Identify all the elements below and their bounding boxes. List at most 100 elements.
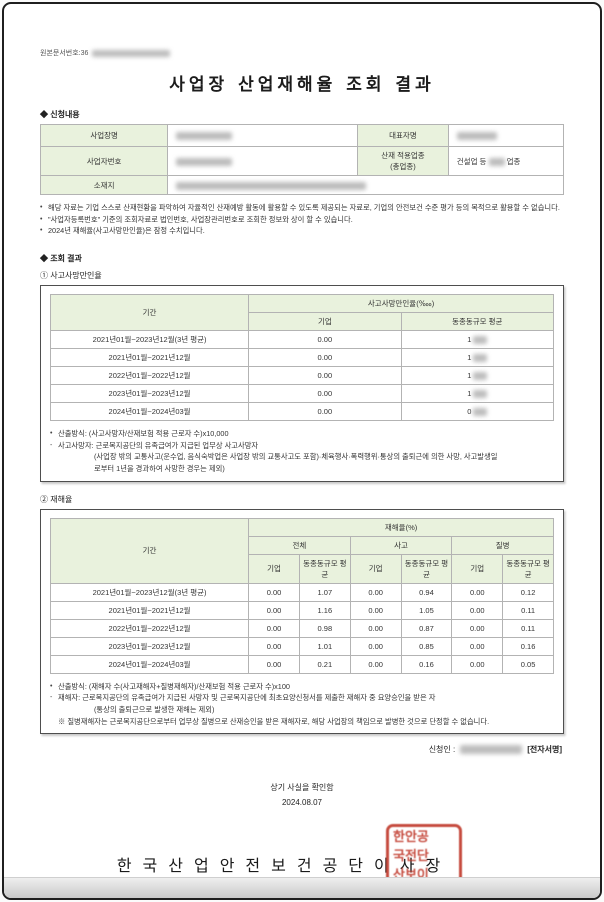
issuer-name: 한국산업안전보건공단이사장	[116, 856, 452, 876]
note-item: 로부터 1년을 경과하여 사망한 경우는 제외)	[94, 464, 225, 474]
col-company: 기업	[349, 553, 402, 584]
cell-value: 0.87	[400, 618, 453, 638]
redacted-applicant-name	[460, 745, 523, 755]
accident-rate-box: 기간 재해율(%) 전체 사고 질병 기업 동종동규모 평균 기업 동종동규모 …	[40, 508, 564, 735]
note-item: 사고사망자: 근로복지공단의 유족급여가 지급된 업무상 사고사망자	[50, 440, 554, 452]
table-row: 2023년01월~2023년12월 0.00 1	[49, 384, 555, 404]
cell-value: 0.00	[451, 654, 504, 674]
cell-value: 0.21	[298, 654, 351, 674]
cell-value: 0.16	[400, 654, 453, 674]
top-notes-list: 해당 자료는 기업 스스로 산재현황을 파악하여 자율적인 산재예방 활동에 활…	[40, 202, 564, 237]
note-item: (통상의 출퇴근으로 발생한 재해는 제외)	[94, 705, 215, 715]
table-row: 2022년01월~2022년12월 0.00 1	[49, 366, 555, 386]
col-company: 기업	[248, 312, 402, 332]
cell-company: 0.00	[248, 366, 402, 386]
table2-notes: 산출방식: (재해자 수(사고재해자+질병재해자)/산재보험 적용 근로자 수)…	[50, 681, 554, 728]
original-doc-number: 원본문서번호:36	[40, 48, 564, 58]
business-name-label: 사업장명	[39, 124, 169, 147]
esign-label: [전자서명]	[527, 745, 562, 755]
col-total: 전체	[248, 535, 351, 555]
section-apply-heading: ◆ 신청내용	[40, 110, 80, 119]
col-avg: 동종동규모 평균	[400, 553, 453, 584]
business-name-value	[167, 124, 359, 147]
cell-avg: 0	[400, 402, 555, 422]
cell-value: 0.00	[451, 600, 504, 620]
table-row: 2024년01월~2024년03월 0.00 0.21 0.00 0.16 0.…	[49, 654, 554, 674]
cell-value: 0.94	[400, 582, 453, 602]
note-item: 2024년 재해율(사고사망만인율)은 잠정 수치입니다.	[40, 225, 564, 237]
fatality-rate-box: 기간 사고사망만인율(‱) 기업 동종동규모 평균 2021년01월~2023년…	[40, 285, 564, 482]
cell-value: 0.00	[248, 618, 300, 638]
page-bottom-edge	[4, 877, 600, 898]
col-period: 기간	[49, 294, 250, 332]
fatality-rate-table: 기간 사고사망만인율(‱) 기업 동종동규모 평균 2021년01월~2023년…	[49, 294, 555, 422]
col-accident: 사고	[349, 535, 453, 555]
doc-number-label: 원본문서번호:36	[40, 50, 89, 57]
table-row: 2021년01월~2021년12월 0.00 1	[49, 348, 555, 368]
cell-value: 0.00	[349, 636, 402, 656]
cell-value: 0.00	[248, 636, 300, 656]
table-row: 2021년01월~2023년12월(3년 평균) 0.00 1.07 0.00 …	[49, 582, 554, 602]
col-avg: 동종동규모 평균	[502, 553, 554, 584]
cell-company: 0.00	[248, 384, 402, 404]
col-group: 사고사망만인율(‱)	[248, 294, 554, 314]
table1-notes: 산출방식: (사고사망자/산재보험 적용 근로자 수)x10,000 사고사망자…	[50, 428, 554, 475]
industry-value: 건설업 등 업종	[447, 146, 565, 176]
ceo-name-label: 대표자명	[357, 124, 449, 147]
business-number-value	[167, 146, 359, 176]
cell-value: 0.00	[451, 618, 504, 638]
cell-avg: 1	[400, 348, 555, 368]
cell-value: 0.12	[502, 582, 554, 602]
cell-value: 0.00	[248, 654, 300, 674]
cell-value: 0.00	[248, 582, 300, 602]
industry-label: 산재 적용업종 (총업종)	[357, 146, 449, 176]
cell-company: 0.00	[248, 348, 402, 368]
address-value	[167, 175, 564, 195]
table-row: 2023년01월~2023년12월 0.00 1.01 0.00 0.85 0.…	[49, 636, 554, 656]
applicant-label: 신청인 :	[428, 745, 456, 755]
address-label: 소재지	[39, 175, 169, 195]
cell-value: 1.16	[298, 600, 351, 620]
cell-period: 2021년01월~2023년12월(3년 평균)	[49, 330, 250, 350]
table-row: 사업자번호 산재 적용업종 (총업종) 건설업 등 업종	[39, 146, 565, 176]
cell-company: 0.00	[248, 402, 402, 422]
cell-avg: 1	[400, 384, 555, 404]
applicant-line: 신청인 : [전자서명]	[40, 744, 562, 755]
table-row: 2021년01월~2023년12월(3년 평균) 0.00 1	[49, 330, 555, 350]
table-row: 2022년01월~2022년12월 0.00 0.98 0.00 0.87 0.…	[49, 618, 554, 638]
col-company: 기업	[248, 553, 300, 584]
col-avg: 동종동규모 평균	[400, 312, 555, 332]
col-group: 재해율(%)	[248, 517, 554, 537]
cell-value: 0.00	[451, 636, 504, 656]
table2-caption: ② 재해율	[40, 494, 73, 504]
cell-value: 0.00	[248, 600, 300, 620]
cell-value: 1.07	[298, 582, 351, 602]
stamp-glyph-row: 한안공	[393, 829, 429, 845]
cell-period: 2022년01월~2022년12월	[49, 366, 250, 386]
col-period: 기간	[49, 517, 250, 584]
confirmation-block: 상기 사실을 확인함 2024.08.07	[40, 781, 564, 810]
note-item: 해당 자료는 기업 스스로 산재현황을 파악하여 자율적인 산재예방 활동에 활…	[40, 202, 564, 214]
col-avg: 동종동규모 평균	[298, 553, 351, 584]
table-row: 사업장명 대표자명	[39, 124, 565, 147]
cell-value: 0.98	[298, 618, 351, 638]
table1-caption: ① 사고사망만인율	[40, 271, 102, 281]
cell-value: 0.05	[502, 654, 554, 674]
cell-value: 0.00	[349, 618, 402, 638]
note-item: 산출방식: (재해자 수(사고재해자+질병재해자)/산재보험 적용 근로자 수)…	[50, 681, 554, 693]
col-illness: 질병	[451, 535, 554, 555]
accident-rate-table: 기간 재해율(%) 전체 사고 질병 기업 동종동규모 평균 기업 동종동규모 …	[49, 517, 554, 674]
note-item: (사업장 밖의 교통사고(운수업, 음식숙박업은 사업장 밖의 교통사고도 포함…	[94, 452, 498, 462]
table-row: 2024년01월~2024년03월 0.00 0	[49, 402, 555, 422]
section-result-heading: ◆ 조회 결과	[40, 254, 82, 264]
note-item: 산출방식: (사고사망자/산재보험 적용 근로자 수)x10,000	[50, 428, 554, 440]
confirmation-date: 2024.08.07	[281, 797, 323, 807]
table-header-row: 기업 동종동규모 평균	[51, 312, 555, 332]
stamp-glyph-row: 국전단	[393, 848, 429, 864]
note-item: "사업자등록번호" 기준의 조회자료로 법인번호, 사업장관리번호로 조회한 정…	[40, 214, 564, 226]
cell-value: 0.11	[502, 600, 554, 620]
cell-value: 0.00	[349, 582, 402, 602]
note-item: ※ 질병재해자는 근로복지공단으로부터 업무상 질병으로 산재승인을 받은 재해…	[58, 716, 490, 726]
cell-avg: 1	[400, 330, 555, 350]
